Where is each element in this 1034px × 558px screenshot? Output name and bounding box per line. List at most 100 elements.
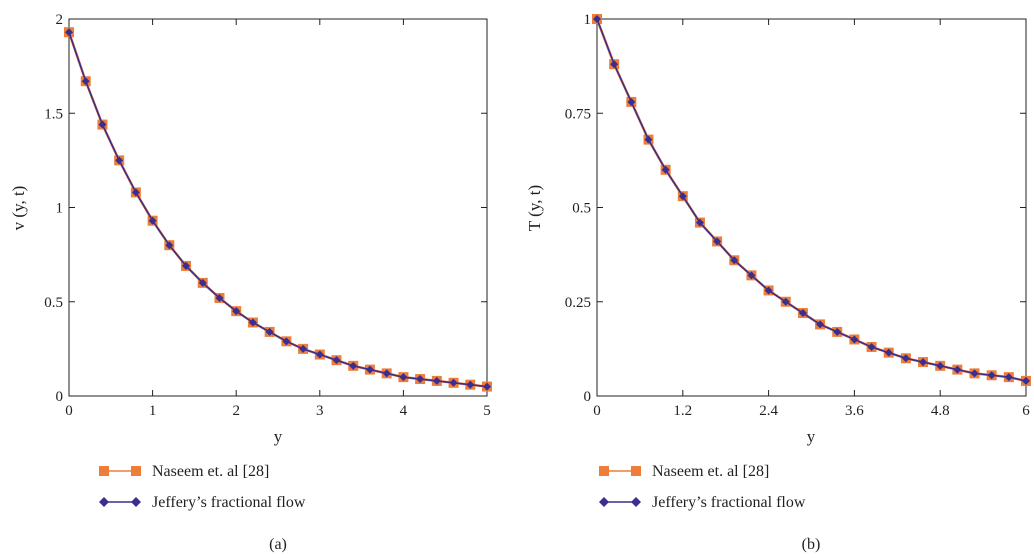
series-jeffery-point — [798, 309, 807, 318]
series-jeffery-point — [315, 350, 324, 359]
series-jeffery-point — [781, 297, 790, 306]
series-jeffery-point — [730, 256, 739, 265]
panel-b-legend-marker-naseem-end — [631, 466, 641, 476]
series-jeffery-point — [265, 327, 274, 336]
y-tick-label: 0 — [584, 389, 592, 405]
panel-a-legend-marker-jeffery — [99, 497, 109, 507]
series-jeffery-point — [432, 376, 441, 385]
series-jeffery-point — [332, 356, 341, 365]
series-jeffery-point — [764, 286, 773, 295]
panel-a-caption: (a) — [269, 536, 287, 553]
panel-b-axes: 0 1.2 2.4 3.6 4.8 6 0 0.25 0.5 0.75 1 — [565, 12, 1031, 419]
series-jeffery-point — [1022, 376, 1030, 385]
panel-b-legend-item-jeffery: Jeffery’s fractional flow — [599, 494, 806, 511]
series-naseem-line — [595, 18, 1027, 383]
y-tick-label: 1 — [56, 201, 64, 217]
panel-b-legend: Naseem et. al [28] Jeffery’s fractional … — [599, 463, 806, 511]
x-tick-label: 2 — [232, 403, 240, 419]
x-tick-label: 0 — [65, 403, 73, 419]
x-tick-label: 0 — [593, 403, 601, 419]
series-jeffery-point — [678, 192, 687, 201]
series-jeffery-point — [248, 318, 257, 327]
series-jeffery-point — [867, 342, 876, 351]
series-jeffery-point — [627, 97, 636, 106]
series-naseem-line — [67, 31, 488, 388]
series-jeffery-point — [919, 358, 928, 367]
panel-a-legend-item-jeffery: Jeffery’s fractional flow — [99, 494, 306, 511]
panel-a-legend: Naseem et. al [28] Jeffery’s fractional … — [99, 463, 306, 511]
y-tick-label: 0.5 — [572, 201, 591, 217]
series-jeffery-point — [466, 380, 475, 389]
x-tick-label: 2.4 — [759, 403, 778, 419]
panel-a-chart: 0 1 2 3 4 5 0 0.5 1 1.5 2 y v (y, t) Naseem et. al… — [9, 12, 492, 553]
series-jeffery-point — [399, 373, 408, 382]
series-jeffery-point — [282, 337, 291, 346]
x-tick-label: 3.6 — [845, 403, 864, 419]
series-jeffery-point — [970, 369, 979, 378]
panel-b-legend-label-naseem: Naseem et. al [28] — [652, 463, 769, 480]
x-tick-label: 4.8 — [931, 403, 950, 419]
y-tick-label: 2 — [56, 12, 64, 28]
series-jeffery-point — [182, 261, 191, 270]
x-tick-label: 4 — [400, 403, 408, 419]
series-jeffery-point — [198, 278, 207, 287]
series-jeffery-point — [833, 327, 842, 336]
panel-b-legend-label-jeffery: Jeffery’s fractional flow — [652, 494, 806, 511]
panel-a-legend-marker-naseem — [99, 466, 109, 476]
series-jeffery-point — [349, 361, 358, 370]
series-jeffery-point — [593, 15, 601, 23]
series-jeffery-point — [365, 365, 374, 374]
series-jeffery-point — [416, 375, 425, 384]
series-jeffery-point — [115, 156, 124, 165]
panel-b-plot-frame — [596, 18, 1027, 397]
panel-a-legend-item-naseem: Naseem et. al [28] — [99, 463, 269, 480]
series-jeffery-point — [148, 216, 157, 225]
series-jeffery-point — [987, 371, 996, 380]
series-jeffery-point — [299, 344, 308, 353]
series-jeffery-point — [901, 354, 910, 363]
series-jeffery-point — [936, 361, 945, 370]
series-jeffery-point — [747, 271, 756, 280]
y-tick-label: 0 — [56, 389, 64, 405]
y-tick-label: 0.75 — [565, 106, 591, 122]
panel-b-series — [592, 14, 1031, 386]
series-jeffery-point — [215, 293, 224, 302]
panel-a-legend-label-jeffery: Jeffery’s fractional flow — [152, 494, 306, 511]
panel-a-legend-marker-jeffery-end — [131, 497, 141, 507]
y-tick-label: 1.5 — [44, 106, 63, 122]
y-tick-label: 1 — [584, 12, 592, 28]
series-jeffery-point — [850, 335, 859, 344]
series-jeffery-point — [644, 135, 653, 144]
series-jeffery-point — [449, 378, 458, 387]
panel-a-series — [64, 27, 492, 392]
series-jeffery-point — [816, 320, 825, 329]
panel-b-caption: (b) — [802, 536, 821, 553]
panel-b-x-axis-label: y — [807, 427, 816, 446]
panel-b-y-axis-label: T (y, t) — [525, 185, 544, 231]
panel-a-y-axis-label: v (y, t) — [9, 186, 28, 231]
series-jeffery-point — [713, 237, 722, 246]
series-jeffery-point — [483, 382, 491, 391]
series-jeffery-line — [596, 18, 1027, 382]
series-jeffery-point — [661, 165, 670, 174]
series-jeffery-point — [1004, 373, 1013, 382]
series-jeffery-point — [695, 218, 704, 227]
panel-b-legend-marker-naseem — [599, 466, 609, 476]
panel-b-chart: 0 1.2 2.4 3.6 4.8 6 0 0.25 0.5 0.75 1 y T (y, t) N… — [525, 12, 1031, 553]
series-jeffery-line — [68, 31, 488, 388]
panel-a-x-axis-label: y — [274, 427, 283, 446]
y-tick-label: 0.25 — [565, 295, 591, 311]
panel-b-legend-marker-jeffery-end — [631, 497, 641, 507]
y-tick-label: 0.5 — [44, 295, 63, 311]
panel-b-legend-item-naseem: Naseem et. al [28] — [599, 463, 769, 480]
panel-b-legend-marker-jeffery — [599, 497, 609, 507]
x-tick-label: 1.2 — [673, 403, 692, 419]
x-tick-label: 1 — [149, 403, 157, 419]
series-jeffery-point — [65, 28, 73, 37]
x-tick-label: 3 — [316, 403, 324, 419]
x-tick-label: 5 — [483, 403, 491, 419]
series-jeffery-point — [884, 348, 893, 357]
series-jeffery-point — [382, 369, 391, 378]
series-jeffery-point — [232, 307, 241, 316]
series-jeffery-point — [165, 241, 174, 250]
